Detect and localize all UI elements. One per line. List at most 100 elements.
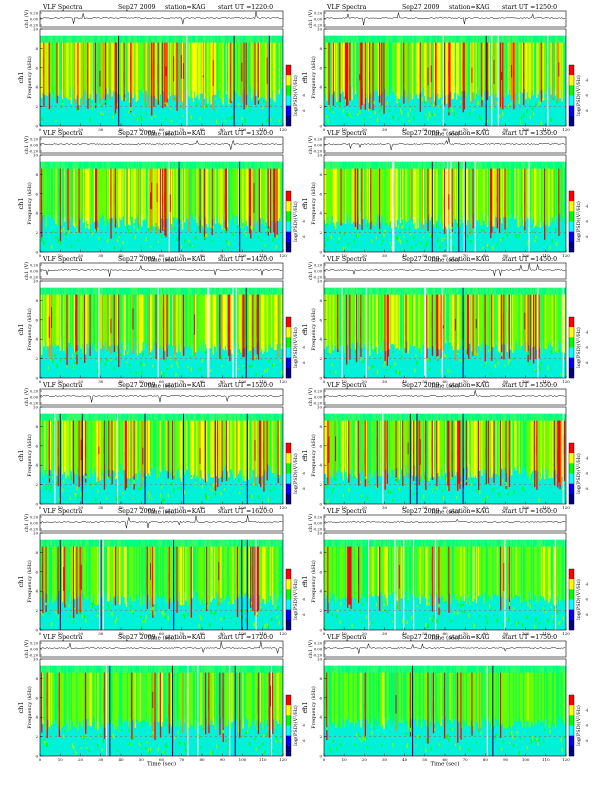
spectrogram-cell: [457, 413, 459, 421]
spectrogram-cell: [273, 287, 275, 295]
spectrogram-cell: [99, 420, 101, 481]
spectrogram-cell: [73, 42, 75, 99]
spectrogram-cell: [202, 42, 205, 108]
spectrogram-cell: [342, 413, 344, 421]
spectrogram-cell: [174, 294, 176, 361]
spectrogram-cell: [333, 161, 336, 169]
spectrogram-cell: [272, 363, 274, 367]
time-xlabel: Time (sec): [147, 383, 176, 390]
spectrogram-cell: [229, 287, 231, 295]
spectrogram-cell: [387, 489, 390, 494]
spectrogram-cell: [547, 161, 549, 169]
spectrogram-cell: [546, 413, 548, 421]
spectrogram-cell: [427, 294, 429, 349]
spectrogram-cell: [125, 287, 128, 295]
spectrogram-cell: [482, 246, 484, 249]
spectrogram-cell: [89, 42, 91, 95]
spectrogram-cell: [429, 358, 431, 362]
spectrogram-cell: [484, 42, 486, 92]
spectrogram-cell: [133, 287, 135, 295]
spectrogram-cell: [232, 161, 234, 169]
spectrogram-cell: [556, 287, 558, 295]
trace-line: [324, 137, 566, 151]
spectrogram-cell: [53, 413, 55, 421]
spectrogram-cell: [227, 117, 229, 120]
spectrogram-cell: [64, 287, 66, 295]
spectrogram-cell: [58, 287, 60, 295]
spectrogram-cell: [109, 420, 111, 471]
spectrogram-cell: [245, 161, 247, 169]
spectrogram-cell: [487, 42, 490, 91]
spectrogram-cell: [198, 35, 200, 43]
spectrogram-cell: [269, 161, 272, 169]
spectrogram-cell: [267, 228, 269, 233]
spectrogram-cell: [395, 413, 397, 421]
trace-tick-label: 0.20: [314, 138, 323, 142]
colorbar-tick-label: -4: [585, 456, 588, 460]
spectrogram-cell: [164, 35, 166, 43]
spectrogram-cell: [150, 294, 152, 353]
channel-ylabel: ch1: [17, 198, 25, 210]
spectrogram-cell: [513, 42, 515, 110]
spectrogram-cell: [55, 287, 57, 295]
spectrogram-cell: [328, 413, 330, 421]
spectrogram-cell: [472, 35, 474, 43]
spectrogram-cell: [369, 35, 371, 43]
trace-tick-label: -0.20: [29, 402, 39, 406]
spectrogram-cell: [153, 161, 155, 169]
spectrogram-cell: [373, 168, 375, 226]
spectrogram-cell: [505, 482, 507, 486]
spectrogram-cell: [328, 168, 330, 224]
spectrogram-cell: [523, 113, 525, 118]
colorbar-label: log(PSD)(V²/Hz): [575, 201, 582, 242]
spectrogram-cell: [112, 294, 114, 344]
time-tick-label: 40: [402, 253, 408, 258]
spectrogram-cell: [360, 287, 362, 295]
spectrogram-cell: [333, 168, 336, 225]
spectrogram-cell: [93, 42, 96, 93]
spectrogram-cell: [331, 42, 333, 95]
spectrogram-cell: [155, 161, 157, 169]
spectrogram-cell: [240, 161, 242, 169]
spectrogram-cell: [385, 35, 387, 43]
spectrogram-cell: [67, 287, 69, 295]
spectrogram-cell: [398, 420, 401, 480]
spectrogram-cell: [130, 413, 132, 421]
spectrogram-cell: [365, 413, 368, 421]
spectrogram-cell: [124, 97, 126, 101]
spectrogram-cell: [380, 161, 382, 169]
trace-tick-label: 0.00: [314, 270, 323, 274]
spectrogram-cell: [139, 420, 141, 474]
freq-tick-label: 4: [319, 85, 322, 90]
spectrogram-cell: [205, 493, 207, 498]
spectrogram-cell: [46, 294, 48, 347]
spectrogram-cell: [533, 35, 535, 43]
spectrogram-cell: [143, 287, 145, 295]
spectrogram-cell: [397, 294, 399, 348]
spectrogram-cell: [150, 245, 152, 248]
spectrogram-cell: [383, 294, 385, 340]
time-tick-label: 70: [463, 379, 469, 384]
spectrogram-cell: [398, 287, 401, 295]
spectrogram-cell: [163, 42, 165, 92]
spectrogram-cell: [202, 35, 205, 43]
spectrogram-cell: [443, 35, 446, 43]
spectrogram-cell: [274, 294, 276, 351]
spectrogram-cell: [377, 420, 380, 476]
spectrogram-cell: [494, 168, 496, 216]
spectrogram-cell: [141, 42, 143, 89]
spectrogram-cell: [537, 413, 539, 421]
spectrogram-cell: [440, 420, 442, 469]
spectrogram-cell: [507, 420, 509, 477]
spectrogram-cell: [151, 182, 153, 210]
spectrogram-cell: [407, 442, 409, 455]
spectrogram-cell: [67, 168, 69, 231]
spectrogram-cell: [147, 420, 150, 474]
spectrogram-cell: [74, 42, 76, 104]
spectrogram-cell: [214, 434, 217, 459]
panel-header-title: VLF Spectra: [42, 4, 83, 11]
spectrogram-cell: [426, 287, 428, 295]
spectrogram-cell: [517, 35, 519, 43]
spectrogram-cell: [376, 294, 379, 355]
panel-header-station: station=KAG: [165, 130, 206, 137]
